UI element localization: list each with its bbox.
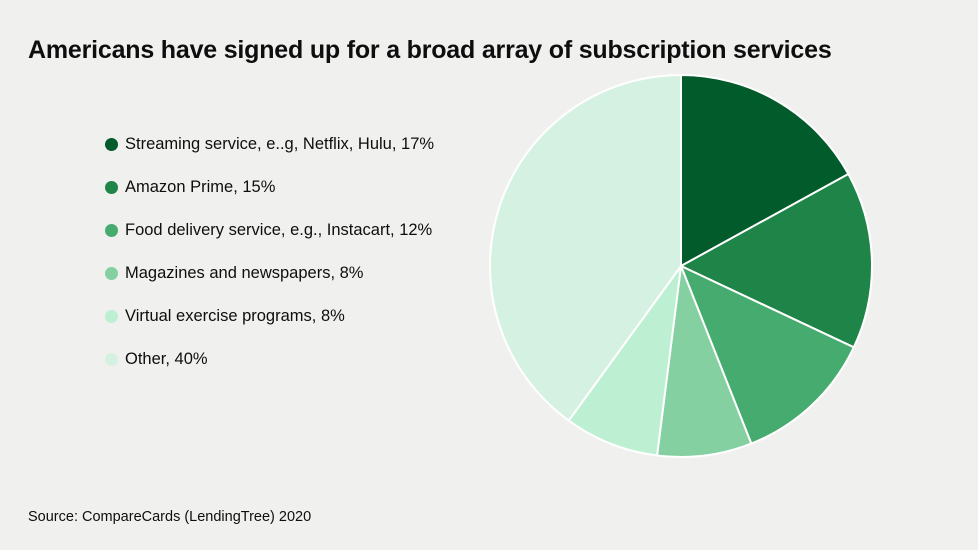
legend-label: Magazines and newspapers, 8% bbox=[125, 264, 364, 283]
legend-item: Streaming service, e..g, Netflix, Hulu, … bbox=[105, 133, 434, 155]
legend-swatch bbox=[105, 223, 118, 237]
pie-slice-2 bbox=[680, 172, 873, 349]
chart-source: Source: CompareCards (LendingTree) 2020 bbox=[28, 509, 312, 525]
legend-label: Streaming service, e..g, Netflix, Hulu, … bbox=[125, 134, 435, 153]
legend-label: Other, 40% bbox=[125, 350, 208, 369]
legend-swatch bbox=[105, 180, 118, 194]
legend-swatch bbox=[105, 310, 118, 324]
chart-title: Americans have signed up for a broad arr… bbox=[28, 36, 832, 64]
legend-swatch bbox=[105, 137, 118, 151]
legend-item: Magazines and newspapers, 8% bbox=[105, 263, 434, 285]
legend-item: Virtual exercise programs, 8% bbox=[105, 306, 434, 328]
legend-swatch bbox=[105, 353, 118, 367]
legend-item: Food delivery service, e.g., Instacart, … bbox=[105, 219, 434, 241]
pie-slice-4 bbox=[656, 265, 753, 458]
legend-label: Food delivery service, e.g., Instacart, … bbox=[125, 220, 433, 239]
legend-item: Other, 40% bbox=[105, 349, 434, 371]
pie-slice-3 bbox=[680, 265, 855, 445]
legend-label: Virtual exercise programs, 8% bbox=[125, 307, 345, 326]
chart-legend: Streaming service, e..g, Netflix, Hulu, … bbox=[105, 133, 434, 392]
legend-label: Amazon Prime, 15% bbox=[125, 177, 276, 196]
pie-slice-1 bbox=[680, 74, 850, 267]
legend-swatch bbox=[105, 267, 118, 281]
pie-slice-6 bbox=[489, 74, 682, 422]
pie-slice-5 bbox=[567, 265, 682, 457]
legend-item: Amazon Prime, 15% bbox=[105, 176, 434, 198]
